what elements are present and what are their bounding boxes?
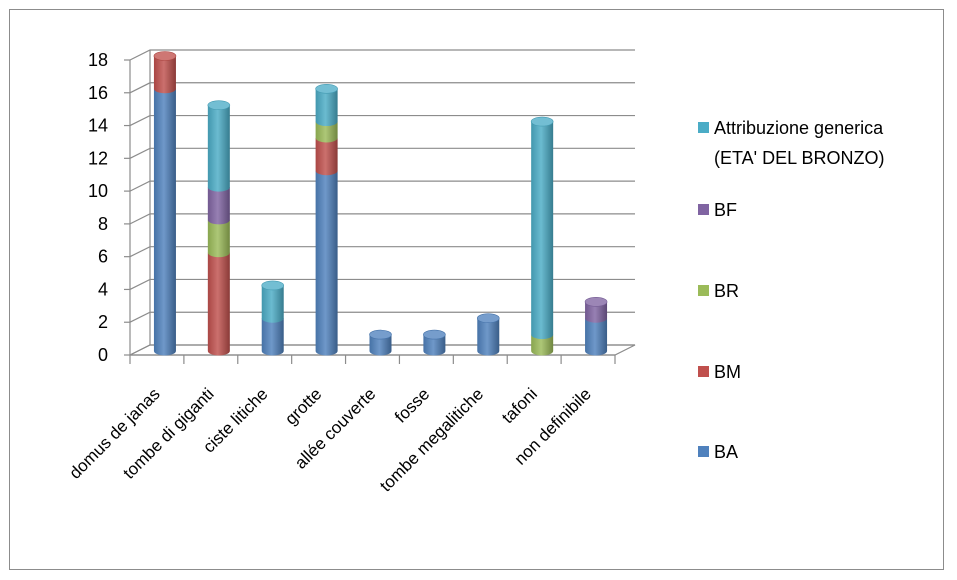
y-tick-label: 12 bbox=[88, 148, 108, 168]
bar-stack bbox=[476, 313, 500, 356]
x-tick-label: tafoni bbox=[498, 384, 541, 427]
legend-label: BA bbox=[714, 442, 738, 462]
bar-segment-ba bbox=[369, 334, 392, 356]
bar-stack bbox=[530, 116, 554, 356]
y-tick-label: 10 bbox=[88, 181, 108, 201]
legend-swatch bbox=[698, 446, 709, 457]
bar-segment-ba bbox=[477, 318, 500, 356]
bar-segment-bm bbox=[207, 252, 230, 356]
x-tick-label: domus de janas bbox=[65, 384, 163, 482]
gridline bbox=[129, 344, 635, 356]
bar-segment-attribuzione bbox=[531, 121, 554, 340]
legend-item: Attribuzione generica (ETA' DEL BRONZO) bbox=[698, 118, 884, 168]
bar-top-cap bbox=[476, 313, 500, 324]
bar-segment-attribuzione bbox=[261, 285, 284, 323]
bar-segment-attribuzione bbox=[207, 105, 230, 192]
legend-label: BM bbox=[714, 362, 741, 382]
bar-top-cap bbox=[423, 329, 446, 340]
legend-label: Attribuzione generica bbox=[714, 118, 884, 138]
gridlines bbox=[129, 49, 635, 356]
bar-stack bbox=[315, 83, 338, 356]
bar-segment-ba bbox=[261, 318, 284, 356]
y-tick-label: 6 bbox=[98, 247, 108, 267]
legend-item: BF bbox=[698, 200, 737, 220]
chart-walls bbox=[129, 50, 636, 356]
y-tick-label: 4 bbox=[98, 279, 108, 299]
bar-top-cap bbox=[261, 280, 285, 291]
gridline bbox=[129, 311, 635, 323]
legend-label: (ETA' DEL BRONZO) bbox=[714, 148, 884, 168]
bar-stack bbox=[584, 297, 608, 356]
bar-segment-bm bbox=[153, 56, 176, 94]
x-tick-label: grotte bbox=[281, 384, 325, 428]
bar-stack bbox=[369, 329, 392, 356]
legend-label: BR bbox=[714, 281, 739, 301]
legend-swatch bbox=[698, 366, 709, 377]
legend-item: BR bbox=[698, 281, 739, 301]
legend-swatch bbox=[698, 285, 709, 296]
bar-segment-bf bbox=[207, 187, 230, 225]
legend-item: BM bbox=[698, 362, 741, 382]
x-tick-label: tombe megalitiche bbox=[376, 384, 487, 495]
y-tick-label: 8 bbox=[98, 214, 108, 234]
bar-segment-br bbox=[531, 334, 554, 356]
gridline bbox=[129, 213, 635, 225]
legend-label: BF bbox=[714, 200, 737, 220]
bar-top-cap bbox=[369, 329, 392, 340]
y-axis bbox=[124, 59, 131, 356]
gridline bbox=[129, 114, 635, 127]
gridline bbox=[129, 82, 635, 94]
bar-segment-br bbox=[315, 121, 338, 143]
x-tick-label: fosse bbox=[391, 384, 433, 426]
gridline bbox=[129, 180, 635, 192]
gridline bbox=[129, 49, 635, 61]
bar-top-cap bbox=[315, 83, 338, 94]
bar-top-cap bbox=[530, 116, 554, 127]
gridline bbox=[129, 147, 635, 159]
bar-stack bbox=[153, 51, 177, 356]
legend-item: BA bbox=[698, 442, 738, 462]
y-tick-label: 16 bbox=[88, 83, 108, 103]
bar-stack bbox=[207, 100, 231, 356]
bar-segment-ba bbox=[423, 334, 446, 356]
bar-segment-ba bbox=[315, 170, 338, 356]
y-tick-label: 2 bbox=[98, 312, 108, 332]
legend: Attribuzione generica (ETA' DEL BRONZO) BF… bbox=[698, 118, 884, 462]
legend-swatch bbox=[698, 204, 709, 215]
x-axis bbox=[129, 354, 616, 364]
y-tick-label: 14 bbox=[88, 116, 108, 136]
bar-top-cap bbox=[584, 297, 608, 307]
bar-segment-ba bbox=[153, 88, 176, 356]
x-tick-label: tombe di giganti bbox=[119, 384, 217, 482]
bar-segment-ba bbox=[585, 318, 608, 356]
bar-top-cap bbox=[207, 100, 231, 110]
bar-stack bbox=[261, 280, 285, 356]
gridline bbox=[129, 278, 635, 290]
y-tick-labels: 0 2 4 6 8 10 12 14 16 18 bbox=[88, 50, 108, 365]
y-tick-label: 0 bbox=[98, 345, 108, 365]
y-tick-label: 18 bbox=[88, 50, 108, 70]
bar-segment-attribuzione bbox=[315, 88, 338, 127]
gridline bbox=[129, 246, 635, 258]
legend-swatch bbox=[698, 122, 709, 133]
bars bbox=[153, 51, 608, 356]
bar-segment-bm bbox=[315, 137, 338, 176]
bar-stack bbox=[423, 329, 446, 356]
bar-segment-bf bbox=[585, 301, 608, 323]
bar-top-cap bbox=[153, 51, 177, 61]
bar-segment-br bbox=[207, 219, 230, 258]
